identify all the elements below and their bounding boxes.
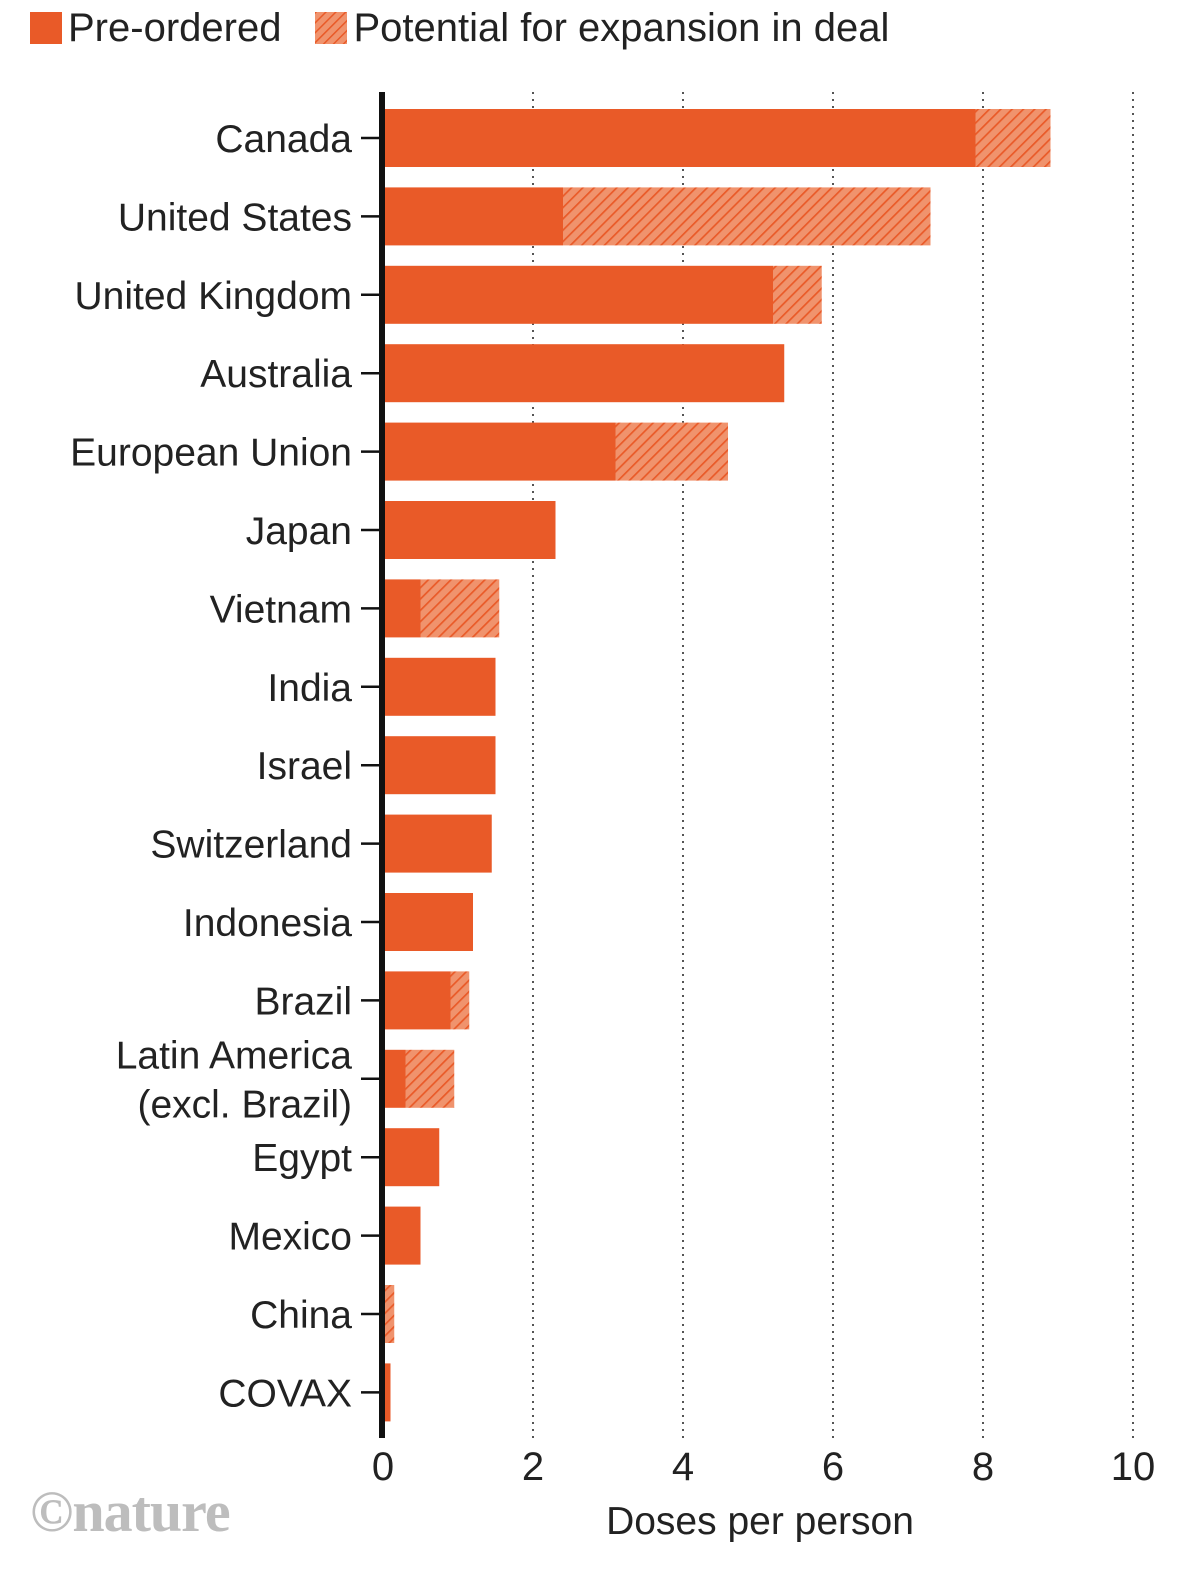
bar-pre-ordered-australia bbox=[383, 344, 785, 403]
chart-legend: Pre-ordered Potential for expansion in d… bbox=[30, 4, 923, 52]
x-axis-title: Doses per person bbox=[606, 1500, 914, 1543]
bar-pre-ordered-indonesia bbox=[383, 893, 473, 951]
bar-pre-ordered-united-states bbox=[383, 187, 563, 246]
bar-pre-ordered-india bbox=[383, 657, 496, 716]
logo-copyright: © bbox=[30, 1479, 73, 1544]
bar-expansion-united-states bbox=[563, 187, 931, 246]
bar-expansion-brazil bbox=[450, 971, 470, 1030]
bar-pre-ordered-european-union bbox=[383, 422, 616, 481]
bar-expansion-united-kingdom bbox=[773, 265, 822, 324]
bar-pre-ordered-mexico bbox=[383, 1206, 421, 1265]
x-tick-label-10: 10 bbox=[1111, 1445, 1156, 1489]
bars bbox=[383, 109, 1051, 1422]
category-label-indonesia: Indonesia bbox=[183, 902, 352, 945]
legend-label-pre-ordered: Pre-ordered bbox=[68, 5, 282, 50]
bar-pre-ordered-japan bbox=[383, 501, 556, 559]
category-label-line: Latin America bbox=[116, 1034, 353, 1077]
legend-swatch-expansion bbox=[315, 12, 348, 44]
bar-expansion-latin-america-excl-brazil bbox=[405, 1049, 455, 1108]
category-label-covax: COVAX bbox=[218, 1372, 352, 1415]
bar-pre-ordered-latin-america-excl-brazil bbox=[383, 1049, 406, 1108]
category-label-japan: Japan bbox=[246, 510, 352, 553]
x-tick-label-4: 4 bbox=[672, 1445, 694, 1489]
labels: 0 2 4 6 8 10 Canada United States United Kingdom… bbox=[70, 118, 1155, 1543]
category-label-mexico: Mexico bbox=[228, 1216, 352, 1259]
bar-expansion-china bbox=[383, 1285, 395, 1343]
bar-expansion-canada bbox=[975, 109, 1051, 167]
legend-item-expansion: Potential for expansion in deal bbox=[315, 6, 889, 51]
bar-expansion-european-union bbox=[615, 422, 728, 481]
category-label-brazil: Brazil bbox=[254, 980, 352, 1023]
bar-pre-ordered-brazil bbox=[383, 971, 451, 1030]
bar-expansion-vietnam bbox=[420, 579, 500, 638]
category-label-india: India bbox=[267, 667, 352, 710]
bar-pre-ordered-switzerland bbox=[383, 814, 492, 873]
x-tick-label-8: 8 bbox=[972, 1445, 994, 1489]
nature-logo: ©nature bbox=[30, 1478, 231, 1545]
bar-pre-ordered-vietnam bbox=[383, 579, 421, 638]
x-tick-label-2: 2 bbox=[522, 1445, 544, 1489]
category-label-latin-america-excl-brazil: Latin America (excl. Brazil) bbox=[116, 1034, 353, 1126]
bar-pre-ordered-israel bbox=[383, 736, 496, 795]
bar-pre-ordered-united-kingdom bbox=[383, 265, 773, 324]
x-tick-label-0: 0 bbox=[372, 1445, 394, 1489]
category-label-switzerland: Switzerland bbox=[150, 824, 352, 867]
axes bbox=[361, 92, 385, 1438]
category-label-egypt: Egypt bbox=[252, 1137, 352, 1180]
category-label-israel: Israel bbox=[257, 745, 352, 788]
logo-wordmark: nature bbox=[72, 1479, 230, 1544]
legend-swatch-pre-ordered bbox=[30, 12, 62, 44]
bar-pre-ordered-canada bbox=[383, 109, 976, 167]
category-label-australia: Australia bbox=[200, 353, 352, 396]
category-label-european-union: European Union bbox=[70, 432, 352, 475]
category-label-united-states: United States bbox=[118, 196, 352, 239]
category-label-united-kingdom: United Kingdom bbox=[75, 275, 353, 318]
bar-pre-ordered-covax bbox=[383, 1363, 391, 1422]
legend-item-pre-ordered: Pre-ordered bbox=[30, 6, 281, 51]
category-label-vietnam: Vietnam bbox=[210, 588, 352, 631]
category-label-canada: Canada bbox=[215, 118, 352, 161]
x-tick-label-6: 6 bbox=[822, 1445, 844, 1489]
category-label-line: (excl. Brazil) bbox=[137, 1083, 352, 1126]
legend-label-expansion: Potential for expansion in deal bbox=[353, 5, 890, 50]
category-label-china: China bbox=[250, 1294, 352, 1337]
bar-pre-ordered-egypt bbox=[383, 1128, 440, 1187]
